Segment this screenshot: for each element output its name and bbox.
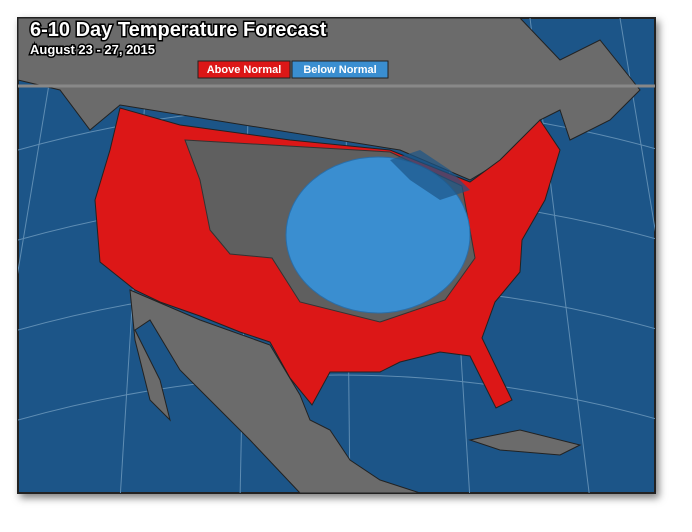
mexico [129,289,421,493]
subtitle: August 23 - 27, 2015 [30,42,155,57]
legend-label: Above Normal [207,64,282,76]
legend-swatch-below [291,60,389,79]
us-below-normal [285,156,471,314]
map [18,18,655,493]
great-lakes [390,150,470,200]
legend-label: Below Normal [303,64,376,76]
cuba [468,429,582,456]
title: 6-10 Day Temperature Forecast [30,19,327,41]
legend-swatch-above [197,60,291,79]
